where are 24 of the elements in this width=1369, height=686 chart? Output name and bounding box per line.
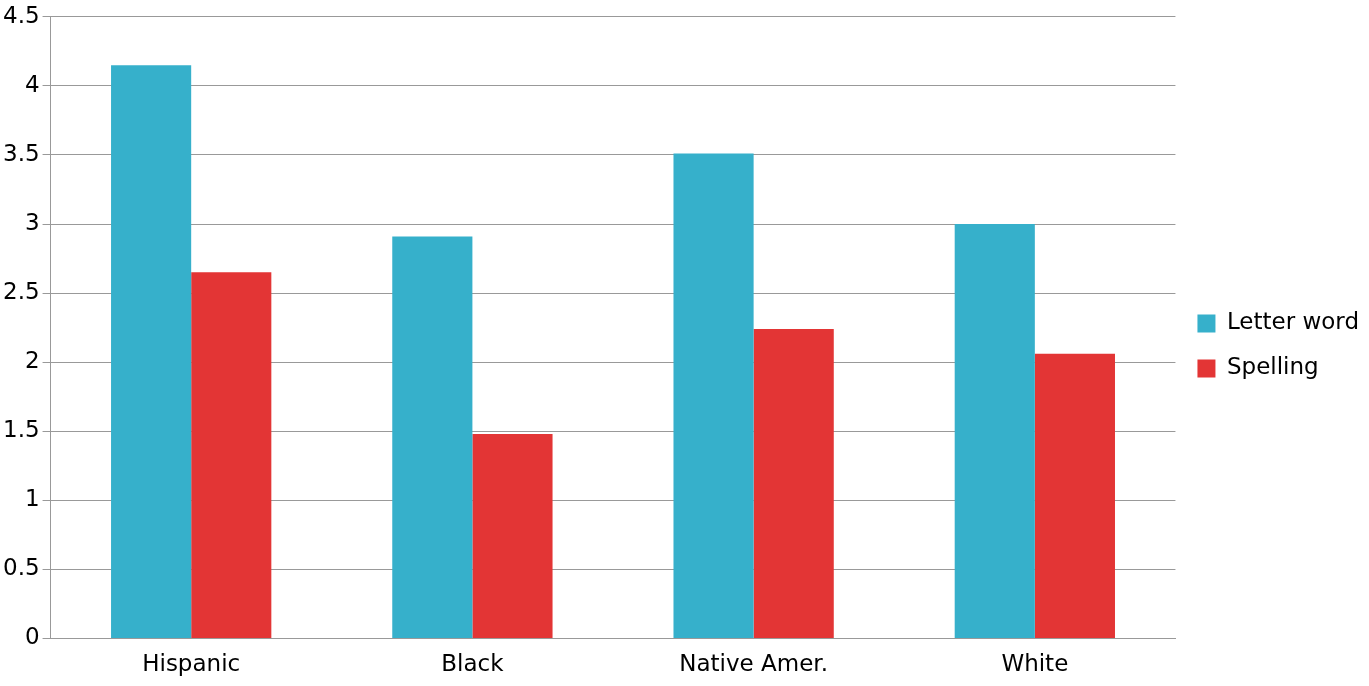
x-tick-label: Black: [441, 650, 505, 677]
y-tick-label: 2: [24, 347, 40, 374]
y-tick-label: 3: [24, 208, 40, 235]
y-tick-label: 2.5: [3, 278, 40, 305]
bar: [1034, 353, 1115, 638]
x-tick-label: White: [1001, 650, 1069, 677]
bar: [472, 433, 553, 638]
y-tick-label: 1.5: [3, 416, 40, 443]
legend-label: Spelling: [1226, 353, 1319, 380]
y-tick-label: 4: [24, 70, 40, 97]
bar: [111, 65, 192, 638]
x-tick-label: Native Amer.: [679, 650, 828, 677]
y-tick-label: 1: [24, 485, 40, 512]
bar: [392, 236, 473, 638]
x-tick-label: Hispanic: [142, 650, 241, 677]
legend-label: Letter word: [1226, 308, 1360, 335]
y-tick-label: 4.5: [3, 1, 40, 28]
bar: [753, 328, 834, 638]
bar: [673, 153, 754, 638]
bar: [954, 224, 1035, 638]
y-tick-label: 0.5: [3, 554, 40, 581]
y-tick-label: 0: [24, 623, 40, 650]
y-tick-label: 3.5: [3, 139, 40, 166]
bar: [191, 272, 272, 638]
